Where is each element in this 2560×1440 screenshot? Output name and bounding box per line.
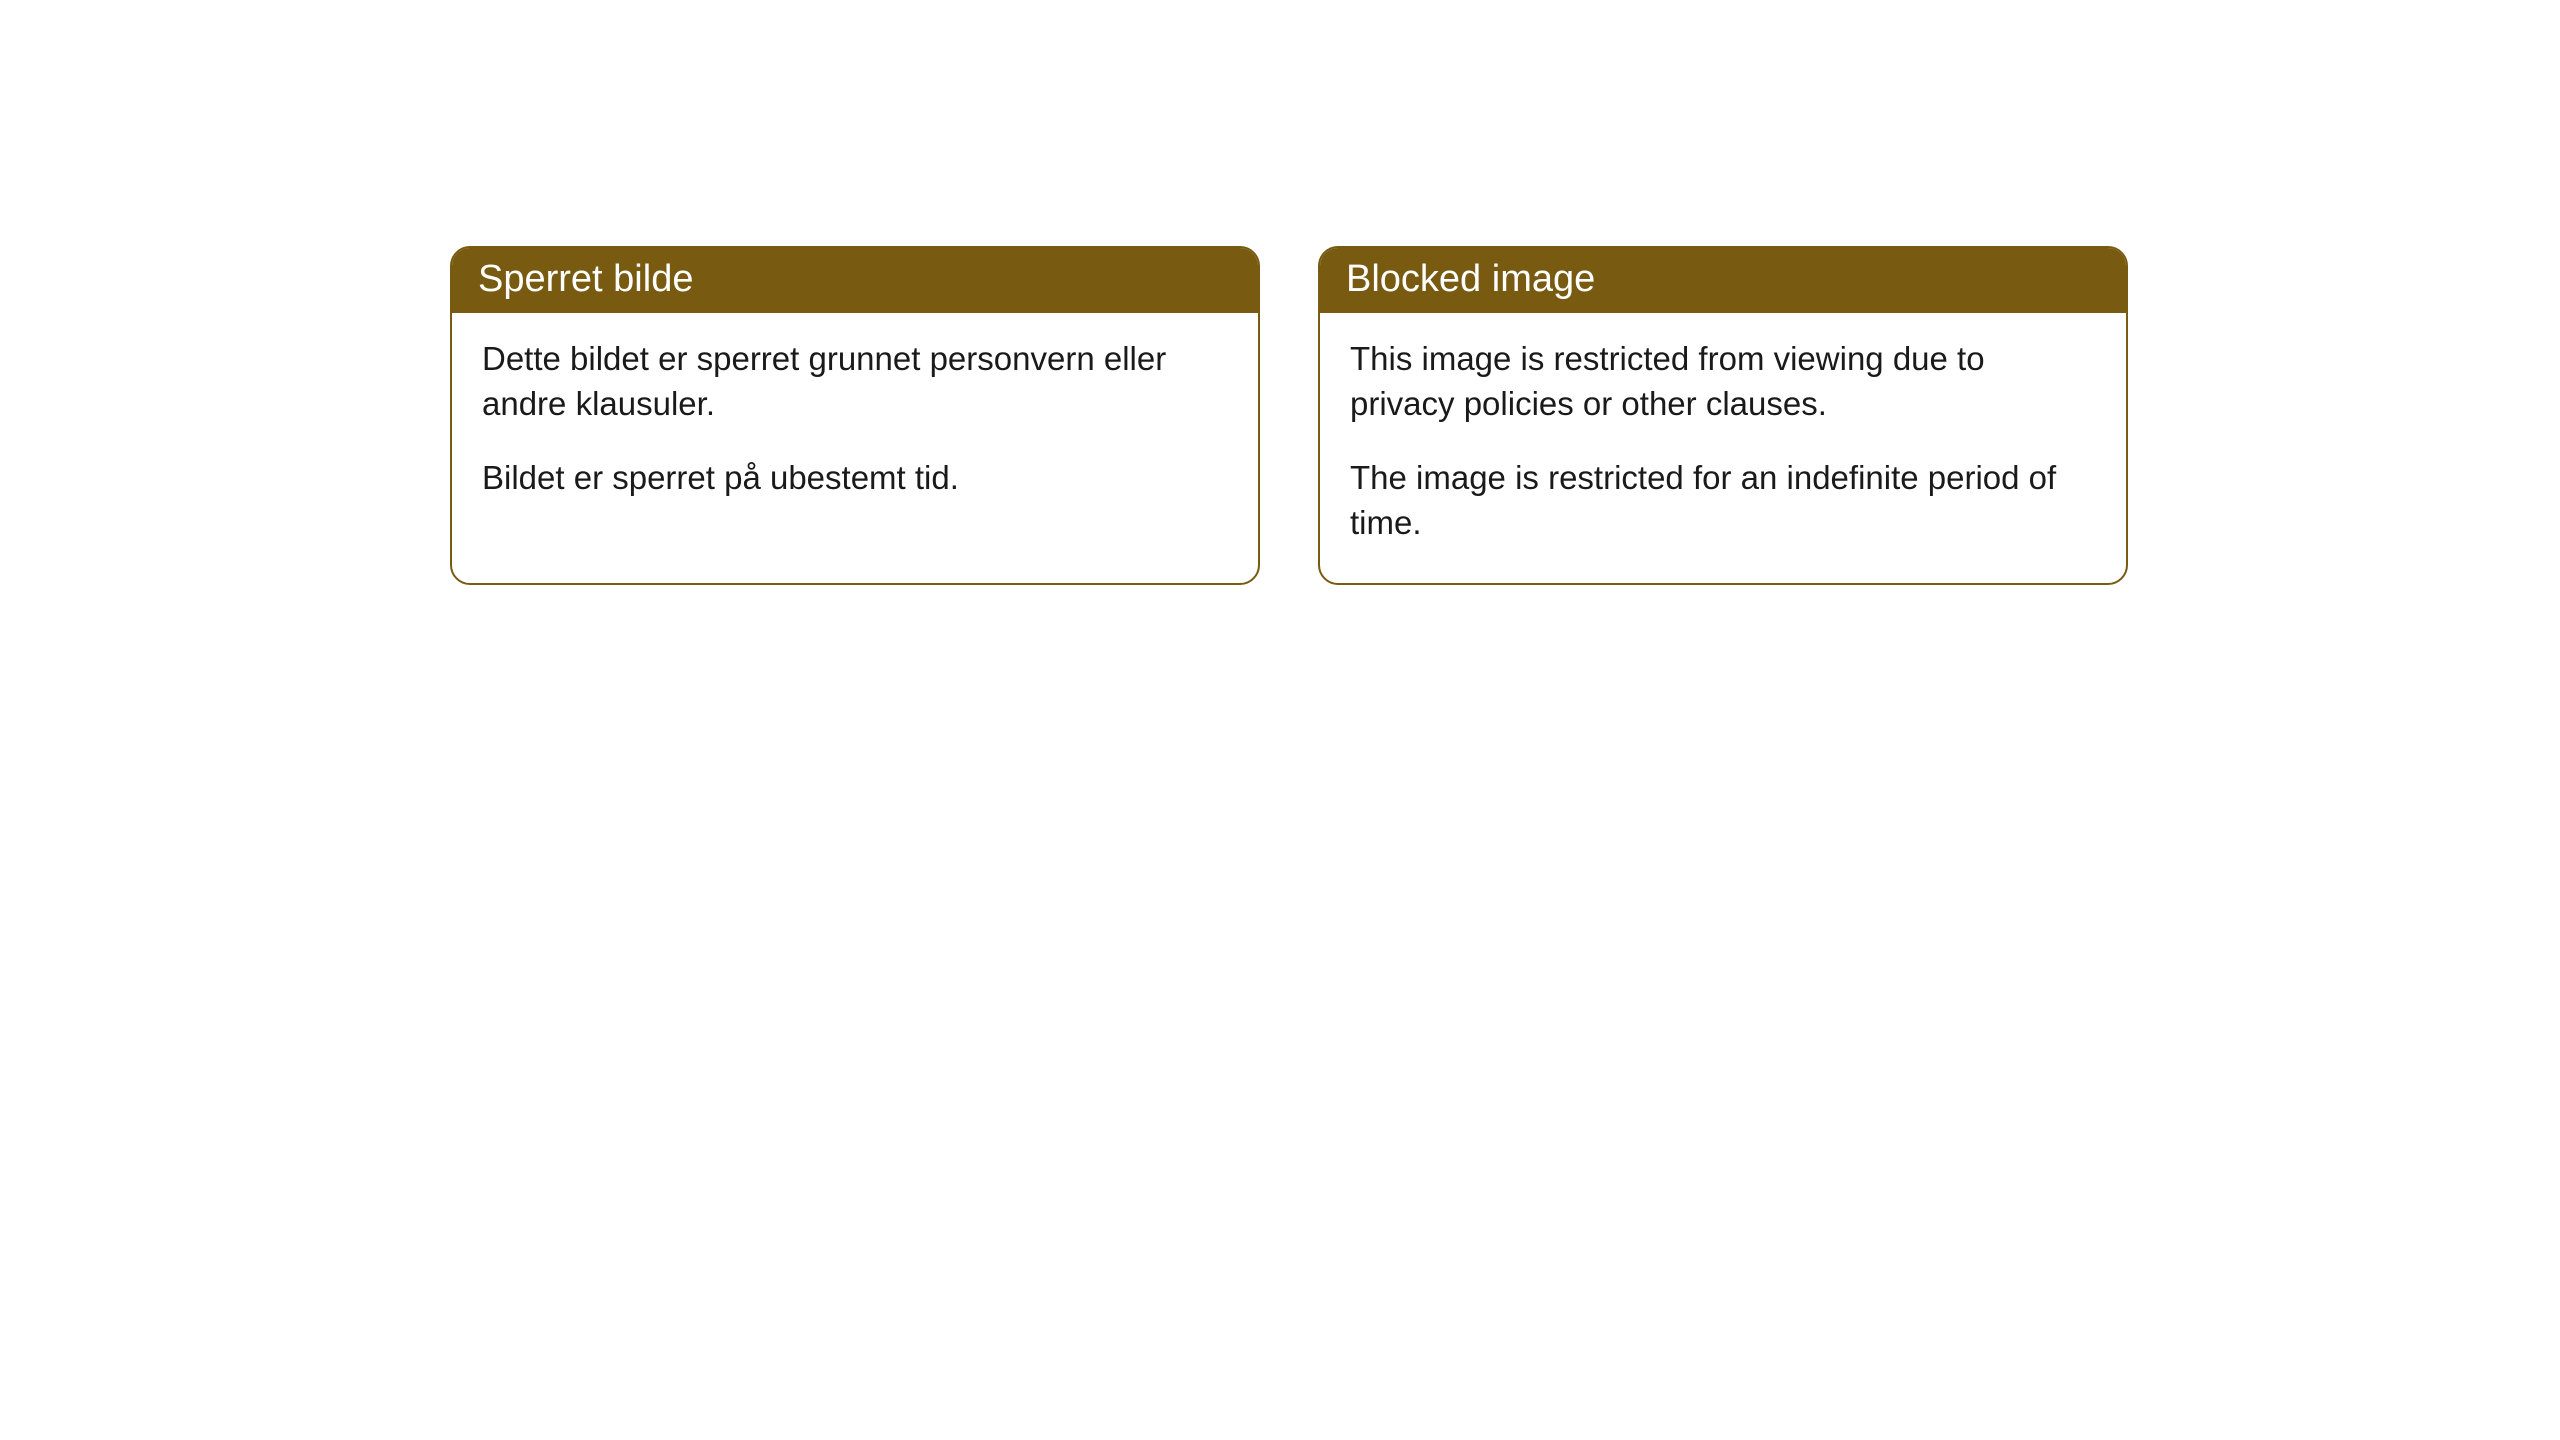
- card-body-p2-no: Bildet er sperret på ubestemt tid.: [482, 456, 1228, 501]
- card-body-p1-no: Dette bildet er sperret grunnet personve…: [482, 337, 1228, 426]
- card-body-p1-en: This image is restricted from viewing du…: [1350, 337, 2096, 426]
- card-body-en: This image is restricted from viewing du…: [1320, 313, 2126, 583]
- cards-container: Sperret bilde Dette bildet er sperret gr…: [0, 0, 2560, 585]
- blocked-image-card-en: Blocked image This image is restricted f…: [1318, 246, 2128, 585]
- card-header-no: Sperret bilde: [452, 248, 1258, 313]
- card-body-no: Dette bildet er sperret grunnet personve…: [452, 313, 1258, 539]
- card-header-en: Blocked image: [1320, 248, 2126, 313]
- card-body-p2-en: The image is restricted for an indefinit…: [1350, 456, 2096, 545]
- blocked-image-card-no: Sperret bilde Dette bildet er sperret gr…: [450, 246, 1260, 585]
